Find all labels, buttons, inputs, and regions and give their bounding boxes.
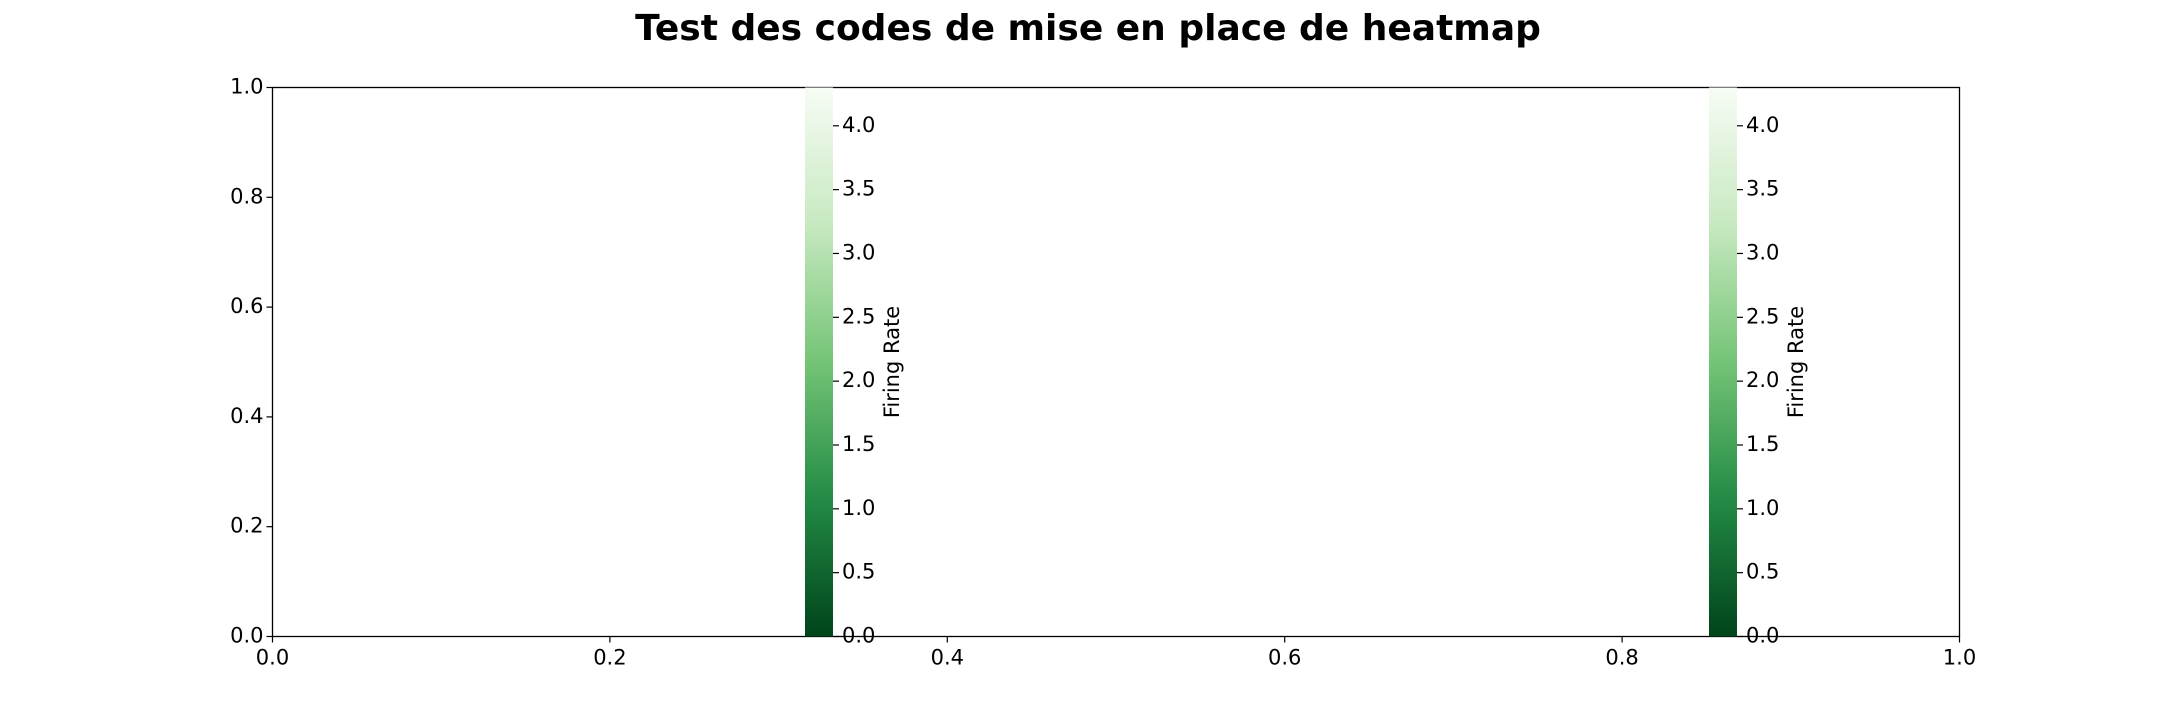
colorbar-tick-label: 1.5	[842, 432, 875, 456]
colorbar-tick-label: 0.5	[842, 560, 875, 584]
x-tick-label: 0.6	[1268, 646, 1301, 670]
y-axis: 0.0 0.2 0.4 0.6 0.8 1.0	[230, 75, 273, 648]
colorbar-label: Firing Rate	[880, 306, 904, 418]
colorbar-tick-label: 0.0	[842, 624, 875, 648]
colorbar-2: 0.0 0.5 1.0 1.5 2.0 2.5 3.0 3.5 4.0 Firing Rate	[1709, 87, 1808, 648]
x-tick-label: 0.8	[1605, 646, 1638, 670]
colorbar-tick-label: 3.0	[1746, 240, 1779, 264]
x-tick-label: 0.2	[593, 646, 626, 670]
colorbar-tick-label: 3.0	[842, 240, 875, 264]
x-tick-label: 0.4	[931, 646, 964, 670]
colorbar-tick-label: 0.0	[1746, 624, 1779, 648]
colorbar-gradient	[805, 87, 833, 637]
y-tick-label: 0.4	[230, 404, 263, 428]
colorbar-tick-label: 1.0	[842, 496, 875, 520]
axes: 0.0 0.2 0.4 0.6 0.8 1.0 0.0 0.2 0.4 0.6 0.8 1.0	[230, 75, 1976, 670]
y-tick-label: 0.2	[230, 514, 263, 538]
y-tick-label: 0.0	[230, 624, 263, 648]
colorbar-tick-label: 3.5	[1746, 177, 1779, 201]
y-tick-label: 0.6	[230, 294, 263, 318]
colorbar-tick-label: 2.0	[1746, 368, 1779, 392]
plot-area	[271, 86, 1961, 638]
x-axis: 0.0 0.2 0.4 0.6 0.8 1.0	[256, 636, 1976, 670]
y-tick-label: 1.0	[230, 75, 263, 99]
x-tick-label: 1.0	[1943, 646, 1976, 670]
y-tick-label: 0.8	[230, 184, 263, 208]
colorbar-1: 0.0 0.5 1.0 1.5 2.0 2.5 3.0 3.5 4.0 Firing Rate	[805, 87, 904, 648]
colorbar-tick-label: 2.5	[842, 304, 875, 328]
colorbar-tick-label: 4.0	[842, 113, 875, 137]
colorbar-label: Firing Rate	[1784, 306, 1808, 418]
colorbar-tick-label: 0.5	[1746, 560, 1779, 584]
colorbar-tick-label: 4.0	[1746, 113, 1779, 137]
colorbar-gradient	[1709, 87, 1737, 637]
colorbar-tick-label: 3.5	[842, 177, 875, 201]
colorbar-tick-label: 1.5	[1746, 432, 1779, 456]
chart-title: Test des codes de mise en place de heatm…	[635, 8, 1541, 49]
colorbar-tick-label: 2.5	[1746, 304, 1779, 328]
colorbar-tick-label: 1.0	[1746, 496, 1779, 520]
colorbar-tick-label: 2.0	[842, 368, 875, 392]
x-tick-label: 0.0	[256, 646, 289, 670]
